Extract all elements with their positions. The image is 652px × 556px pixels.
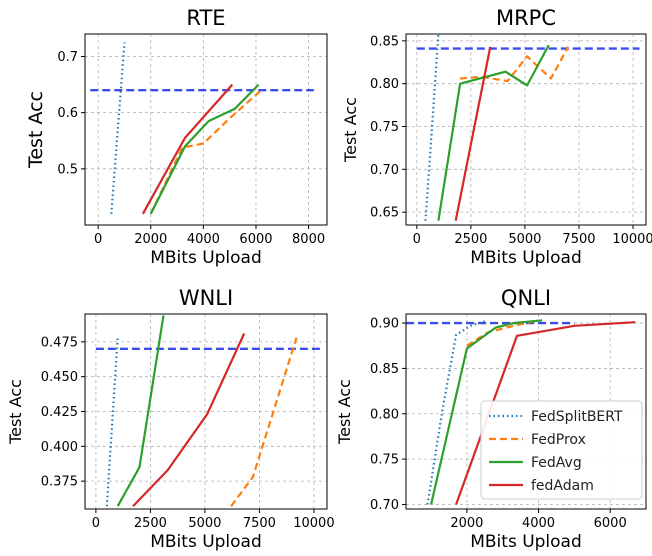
y-tick-label: 0.75 [370,120,399,135]
series-fedprox [230,337,298,507]
y-tick-label: 0.85 [370,362,399,377]
x-tick-label: 5000 [508,232,541,247]
panel-rte: 0 2000 4000 6000 8000 0.5 0.6 0.7 RTE MBits Uploa… [25,6,328,268]
axes-frame [405,33,647,226]
x-tick-label: 6000 [239,232,272,247]
series-fedadam [141,83,234,215]
series-fedavg [437,44,550,221]
legend: FedSplitBERT FedProx FedAvg fedAdam [480,400,643,500]
axes-frame [84,33,328,226]
x-tick-label: 10000 [293,516,334,531]
series-fedavg [149,83,260,215]
series-fedsplitbert [110,42,126,214]
chart-title: WNLI [179,286,233,310]
y-tick-label: 0.65 [370,206,399,221]
y-tick-label: 0.90 [370,317,399,332]
x-tick-label: 0 [92,516,100,531]
plot-area [90,42,314,215]
legend-label: FedAvg [531,455,582,471]
y-axis-label: Test Acc [341,97,360,163]
x-tick-label: 4000 [522,516,555,531]
series-fedavg [430,319,543,505]
panel-wnli: 0 2500 5000 7500 10000 0.375 0.400 0.425 0.450 0.… [6,286,335,552]
chart-title: QNLI [501,286,551,310]
series-fedavg [116,315,165,507]
x-tick-label: 5000 [188,516,221,531]
x-tick-label: 0 [413,232,421,247]
x-tick-label: 4000 [187,232,220,247]
y-tick-label: 0.75 [370,453,399,468]
x-tick-label: 2500 [454,232,487,247]
x-tick-label: 6000 [594,516,627,531]
y-tick-label: 0.80 [370,407,399,422]
series-fedsplitbert [424,34,440,221]
y-tick-label: 0.7 [57,50,78,65]
y-tick-label: 0.6 [57,106,78,121]
x-tick-label: 2000 [134,232,167,247]
x-axis-label: MBits Upload [470,532,582,552]
x-tick-label: 7500 [562,232,595,247]
y-tick-label: 0.375 [41,475,78,490]
legend-label: fedAdam [531,478,594,494]
y-axis-label: Test Acc [25,91,47,169]
series-fedprox [466,319,539,347]
panel-qnli: 2000 4000 6000 0.70 0.75 0.80 0.85 0.90 QNLI MBit… [335,286,647,552]
legend-label: FedSplitBERT [531,409,623,425]
y-tick-label: 0.425 [41,405,78,420]
y-tick-label: 0.475 [41,335,78,350]
panel-mrpc: 0 2500 5000 7500 10000 0.65 0.70 0.75 0.80 0.85 MR… [341,6,652,268]
x-tick-label: 0 [94,232,102,247]
chart-title: MRPC [496,6,556,30]
series-fedsplitbert [105,337,119,507]
series-fedsplitbert [426,320,486,505]
y-tick-label: 0.450 [41,370,78,385]
plot-area [406,319,636,505]
chart-title: RTE [186,6,225,30]
y-tick-label: 0.5 [57,162,78,177]
x-tick-label: 8000 [292,232,325,247]
x-axis-label: MBits Upload [470,248,582,268]
y-tick-label: 0.80 [370,77,399,92]
axes-frame [405,313,647,510]
legend-box [480,400,643,500]
y-tick-label: 0.70 [370,498,399,513]
series-fedprox [149,89,262,215]
x-tick-label: 2500 [134,516,167,531]
x-tick-label: 2000 [450,516,483,531]
y-axis-label: Test Acc [335,379,354,445]
legend-label: FedProx [531,432,586,448]
y-tick-label: 0.400 [41,440,78,455]
x-tick-label: 7500 [243,516,276,531]
series-fedadam [454,46,492,221]
y-axis-label: Test Acc [6,379,25,445]
x-axis-label: MBits Upload [150,248,262,268]
y-tick-label: 0.70 [370,163,399,178]
plot-area [416,34,640,221]
x-tick-label: 10000 [612,232,652,247]
x-axis-label: MBits Upload [150,532,262,552]
plot-area [95,315,323,507]
series-fedadam [132,333,246,507]
y-tick-label: 0.85 [370,34,399,49]
